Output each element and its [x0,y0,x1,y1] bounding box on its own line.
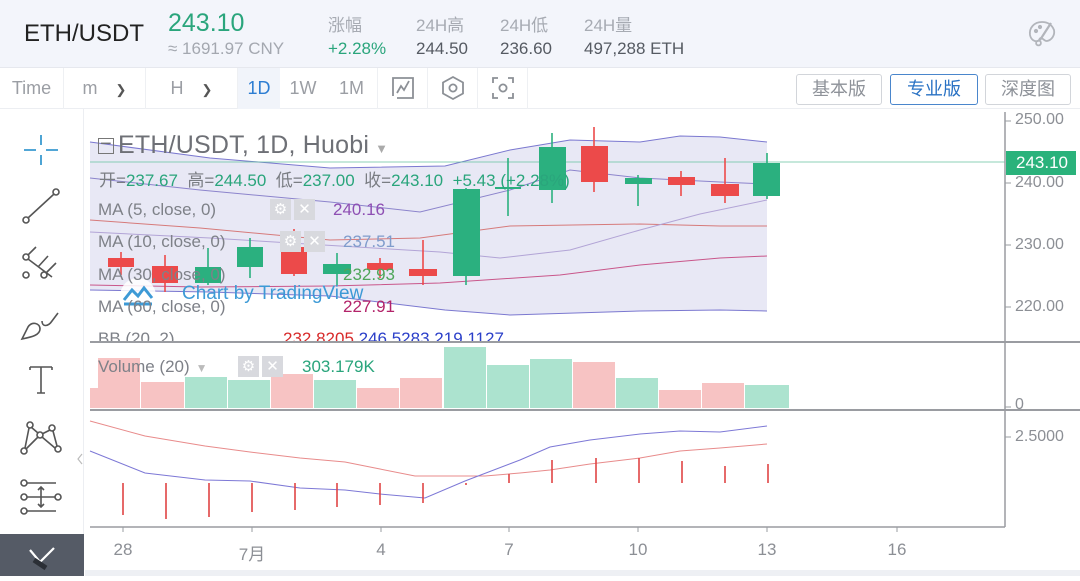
pattern-icon [20,421,62,455]
indicator-bb-values: 232.8205 246.5283 219.1127 [283,329,504,341]
indicator-ma5-controls: ⚙ ✕ [270,199,318,220]
chart-settings-button[interactable] [428,68,478,109]
time-axis-label: 16 [887,540,907,559]
oscillator-axis-label: 2.5000 [1015,428,1064,445]
indicator-ma60-value: 227.91 [343,297,395,316]
brush-tool[interactable] [18,299,64,345]
indicator-ma30-label[interactable]: MA (30, close, 0) [98,265,226,284]
stat-24h-low: 24H低 236.60 [500,16,552,58]
pair-name: ETH/USDT [24,20,144,47]
volume-indicator-label[interactable]: Volume (20) ▼ [98,357,208,376]
crosshair-icon [24,135,58,165]
view-pro-button[interactable]: 专业版 [890,74,978,105]
interval-1m[interactable]: 1M [326,68,378,109]
gear-icon[interactable]: ⚙ [238,356,259,377]
text-icon [29,366,53,394]
stat-24h-high: 24H高 244.50 [416,16,468,58]
gear-icon[interactable]: ⚙ [280,231,301,252]
bottom-scrollbar[interactable] [85,570,1080,576]
ticker-header: ETH/USDT 243.10 ≈ 1691.97 CNY 涨幅 +2.28% … [0,0,1080,68]
measure-tool[interactable] [18,473,64,519]
chart-toolbar: Time m ❯ H ❯ 1D 1W 1M 基本版 专业版 深度图 [0,68,1080,109]
oscillator-histogram [122,458,769,519]
indicator-ma30-value: 232.93 [343,265,395,284]
volume-value: 303.179K [302,357,375,376]
indicator-ma10-value: 237.51 [343,232,395,251]
palette-icon[interactable] [1026,18,1058,50]
tradingview-watermark: Chart by TradingView [182,283,364,304]
ohlc-values: 开=237.67 高=244.50 低=237.00 收=243.10 +5.4… [99,171,570,190]
time-axis-label: 7月 [238,545,266,564]
collapse-legend-icon[interactable]: − [98,134,114,155]
close-icon[interactable]: ✕ [304,231,325,252]
fullscreen-icon [491,77,514,99]
interval-1d[interactable]: 1D [238,68,280,109]
indicator-ma10-label[interactable]: MA (10, close, 0) [98,232,226,251]
time-label: Time [0,68,64,109]
measure-icon [20,479,62,515]
stat-change: 涨幅 +2.28% [328,16,387,58]
collapse-icon [29,547,55,571]
price-axis-label: 250.00 [1015,111,1064,128]
indicator-ma5-label[interactable]: MA (5, close, 0) [98,200,217,219]
candlesticks [108,127,780,292]
indicator-ma60-label[interactable]: MA (60, close, 0) [98,297,226,316]
time-axis-label: 10 [628,540,648,559]
drawing-toolbar [0,109,84,576]
crosshair-tool[interactable] [18,127,64,173]
indicator-icon [391,77,414,99]
time-axis-label: 7 [504,540,514,559]
volume-controls: ⚙ ✕ [238,356,286,377]
interval-1w[interactable]: 1W [289,78,317,98]
tradingview-logo-icon [120,278,156,314]
time-axis-label: 28 [113,540,133,559]
minute-interval-select[interactable]: m ❯ [64,68,146,109]
stat-24h-volume: 24H量 497,288 ETH [584,16,685,58]
close-icon[interactable]: ✕ [262,356,283,377]
view-basic-button[interactable]: 基本版 [796,74,882,105]
close-icon[interactable]: ✕ [294,199,315,220]
brush-icon [20,312,59,341]
text-tool[interactable] [18,357,64,403]
time-axis-label: 4 [376,540,386,559]
price-axis-label: 240.00 [1015,174,1064,191]
price-axis-label: 220.00 [1015,298,1064,315]
collapse-toolbar-button[interactable] [0,534,84,576]
cny-price: ≈ 1691.97 CNY [168,39,285,58]
hour-interval-select[interactable]: H ❯ [146,68,238,109]
chevron-down-icon: ❯ [115,82,127,97]
indicator-ma10-controls: ⚙ ✕ [280,231,328,252]
indicator-button[interactable] [378,68,428,109]
trend-line-tool[interactable] [18,183,64,229]
indicator-bb-label[interactable]: BB (20, 2) [98,329,175,341]
time-axis-label: 13 [757,540,777,559]
pattern-tool[interactable] [18,415,64,461]
gear-icon[interactable]: ⚙ [270,199,291,220]
chart-symbol-title[interactable]: − ETH/USDT, 1D, Huobi ▼ [98,131,388,160]
current-price-tag: 243.10 [1006,151,1076,175]
pitchfork-tool[interactable] [18,241,64,287]
view-depth-button[interactable]: 深度图 [985,74,1071,105]
indicator-ma5-value: 240.16 [333,200,385,219]
trend-line-icon [22,188,60,224]
chevron-down-icon: ❯ [201,82,213,97]
volume-bars [90,347,789,408]
chevron-down-icon: ▼ [375,141,389,156]
last-price: 243.10 [168,9,245,37]
fullscreen-button[interactable] [478,68,528,109]
pitchfork-icon [22,246,57,279]
settings-hexagon-icon [441,75,464,101]
price-axis-label: 230.00 [1015,236,1064,253]
volume-axis-label: 0 [1015,396,1024,413]
